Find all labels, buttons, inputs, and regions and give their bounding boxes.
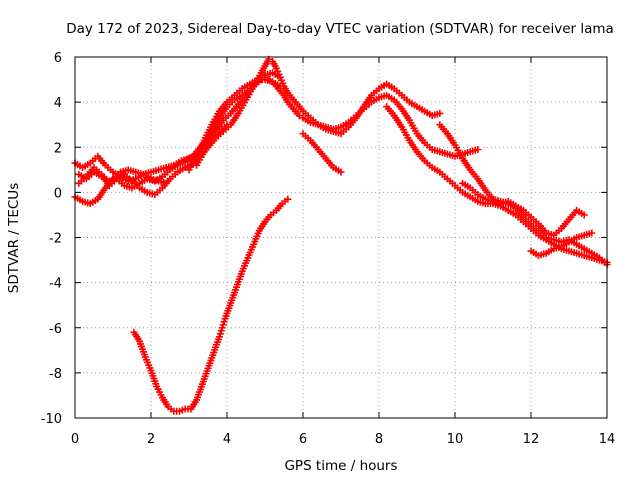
data-point-marker [162,179,170,187]
x-tick-label: 0 [71,432,79,447]
x-tick-label: 14 [599,432,616,447]
data-point-marker [284,195,292,203]
series-track-8 [299,130,345,176]
series-track-12 [527,229,596,260]
data-point-marker [436,109,444,117]
x-tick-label: 12 [523,432,540,447]
axis-ticks: 0 2 4 6 8 10 12 14 -10 -8 -6 -4 -2 0 2 4 6 [41,51,616,447]
data-point-marker [474,146,482,154]
data-point-marker [276,73,284,81]
y-tick-label: 0 [54,186,62,201]
x-axis-label: GPS time / hours [284,458,397,474]
y-tick-label: 6 [54,51,62,66]
data-point-marker [337,168,345,176]
data-series [71,55,611,415]
series-track-4 [71,166,170,208]
y-tick-label: 4 [54,96,62,111]
series-track-11 [459,179,588,239]
data-point-marker [295,112,303,120]
chart-title: Day 172 of 2023, Sidereal Day-to-day VTE… [66,21,614,37]
x-tick-label: 6 [299,432,307,447]
data-point-marker [223,121,231,129]
y-tick-label: -8 [49,367,62,382]
data-point-marker [580,211,588,219]
y-tick-label: 2 [54,141,62,156]
y-axis-label: SDTVAR / TECUs [6,183,22,293]
series-track-6 [193,69,284,169]
x-tick-label: 8 [375,432,383,447]
y-tick-label: -2 [49,232,62,247]
y-tick-label: -4 [49,277,62,292]
grid [75,57,607,418]
series-track-7 [130,195,292,415]
data-point-marker [276,82,284,90]
y-tick-label: -6 [49,322,62,337]
x-tick-label: 10 [447,432,464,447]
data-point-marker [588,229,596,237]
x-tick-label: 4 [223,432,231,447]
y-tick-label: -10 [41,412,62,427]
x-tick-label: 2 [147,432,155,447]
